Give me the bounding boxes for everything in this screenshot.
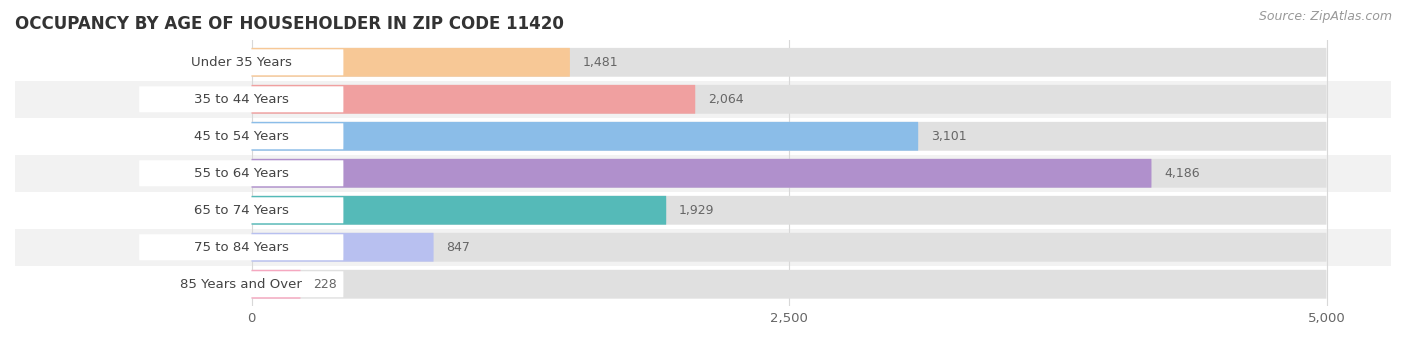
Text: Under 35 Years: Under 35 Years	[191, 56, 291, 69]
Text: 228: 228	[314, 278, 337, 291]
FancyBboxPatch shape	[15, 266, 1391, 303]
FancyBboxPatch shape	[15, 118, 1391, 155]
FancyBboxPatch shape	[139, 197, 343, 223]
FancyBboxPatch shape	[139, 160, 343, 186]
FancyBboxPatch shape	[15, 44, 1391, 81]
Text: Source: ZipAtlas.com: Source: ZipAtlas.com	[1258, 10, 1392, 23]
FancyBboxPatch shape	[139, 123, 343, 149]
FancyBboxPatch shape	[252, 48, 569, 77]
Text: 75 to 84 Years: 75 to 84 Years	[194, 241, 288, 254]
FancyBboxPatch shape	[252, 159, 1152, 188]
Text: 45 to 54 Years: 45 to 54 Years	[194, 130, 288, 143]
Text: 1,929: 1,929	[679, 204, 714, 217]
Text: 35 to 44 Years: 35 to 44 Years	[194, 93, 288, 106]
FancyBboxPatch shape	[252, 122, 918, 151]
FancyBboxPatch shape	[15, 155, 1391, 192]
FancyBboxPatch shape	[139, 86, 343, 112]
Text: 4,186: 4,186	[1164, 167, 1199, 180]
FancyBboxPatch shape	[252, 85, 1326, 114]
FancyBboxPatch shape	[252, 48, 1326, 77]
FancyBboxPatch shape	[252, 159, 1326, 188]
Text: 65 to 74 Years: 65 to 74 Years	[194, 204, 288, 217]
Text: 2,064: 2,064	[709, 93, 744, 106]
Text: 55 to 64 Years: 55 to 64 Years	[194, 167, 288, 180]
Text: 85 Years and Over: 85 Years and Over	[180, 278, 302, 291]
FancyBboxPatch shape	[252, 85, 695, 114]
FancyBboxPatch shape	[15, 81, 1391, 118]
FancyBboxPatch shape	[139, 234, 343, 260]
FancyBboxPatch shape	[15, 229, 1391, 266]
FancyBboxPatch shape	[252, 270, 1326, 299]
Text: 3,101: 3,101	[931, 130, 967, 143]
FancyBboxPatch shape	[252, 196, 666, 225]
FancyBboxPatch shape	[252, 233, 433, 262]
FancyBboxPatch shape	[139, 49, 343, 75]
FancyBboxPatch shape	[252, 122, 1326, 151]
FancyBboxPatch shape	[15, 192, 1391, 229]
Text: 847: 847	[447, 241, 471, 254]
FancyBboxPatch shape	[252, 270, 301, 299]
FancyBboxPatch shape	[252, 233, 1326, 262]
FancyBboxPatch shape	[252, 196, 1326, 225]
FancyBboxPatch shape	[139, 271, 343, 297]
Text: 1,481: 1,481	[583, 56, 619, 69]
Text: OCCUPANCY BY AGE OF HOUSEHOLDER IN ZIP CODE 11420: OCCUPANCY BY AGE OF HOUSEHOLDER IN ZIP C…	[15, 15, 564, 33]
